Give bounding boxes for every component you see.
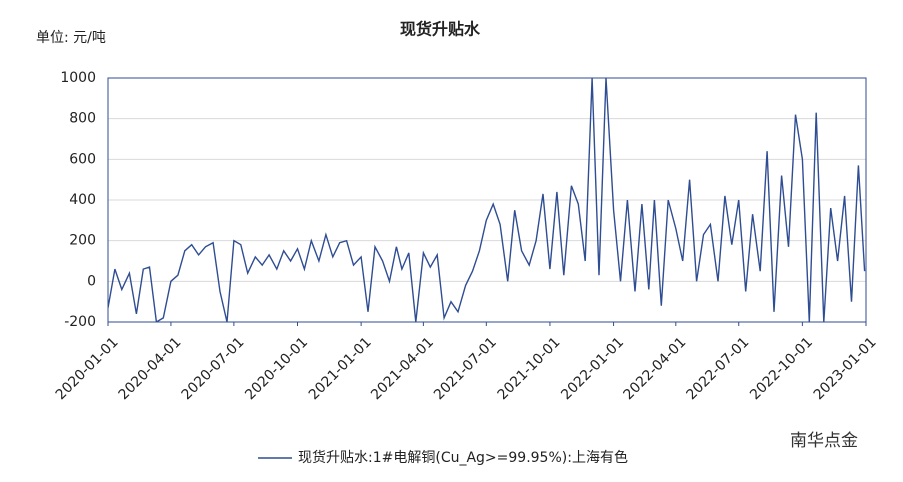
- x-tick-label: 2022-07-01: [684, 334, 753, 403]
- x-tick-label: 2020-07-01: [179, 334, 248, 403]
- x-tick-label: 2020-04-01: [116, 334, 185, 403]
- plot-frame: [107, 77, 867, 323]
- x-tick-label: 2022-04-01: [621, 334, 690, 403]
- x-tick-label: 2021-04-01: [368, 334, 437, 403]
- y-tick-label: 800: [69, 111, 96, 127]
- x-tick-label: 2021-10-01: [495, 334, 564, 403]
- y-tick-label: 400: [69, 192, 96, 208]
- x-tick-label: 2023-01-01: [811, 334, 880, 403]
- unit-label: 单位: 元/吨: [36, 30, 106, 46]
- y-tick-label: 0: [87, 273, 96, 289]
- chart-title: 现货升贴水: [400, 20, 481, 39]
- series-line: [108, 78, 866, 322]
- y-tick-label: 600: [69, 151, 96, 167]
- x-tick-label: 2021-07-01: [431, 334, 500, 403]
- x-tick-label: 2022-01-01: [558, 334, 627, 403]
- x-tick-label: 2022-10-01: [747, 334, 816, 403]
- y-tick-label: 200: [69, 233, 96, 249]
- x-tick-label: 2020-10-01: [242, 334, 311, 403]
- x-tick-label: 2021-01-01: [306, 334, 375, 403]
- plot-area: [108, 78, 866, 322]
- legend-label: 现货升贴水:1#电解铜(Cu_Ag>=99.95%):上海有色: [298, 449, 628, 466]
- x-tick-label: 2020-01-01: [53, 334, 122, 403]
- y-tick-label: 1000: [60, 70, 96, 86]
- watermark: 南华点金: [790, 431, 858, 451]
- y-tick-label: -200: [64, 314, 96, 330]
